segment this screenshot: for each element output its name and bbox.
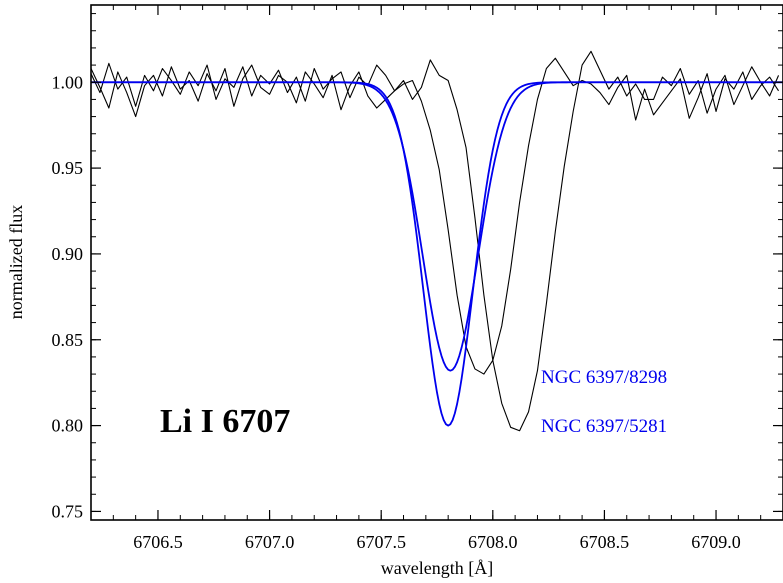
x-axis-title: wavelength [Å] (381, 558, 493, 578)
observed-spectrum-2 (91, 57, 780, 375)
x-tick-label: 6708.0 (468, 532, 518, 552)
y-tick-label: 0.95 (52, 158, 84, 178)
x-tick-label: 6706.5 (133, 532, 183, 552)
model-spectrum-4 (91, 81, 783, 372)
model-spectrum-3 (91, 81, 783, 427)
x-tick-label: 6709.0 (691, 532, 741, 552)
x-tick-label: 6707.0 (245, 532, 295, 552)
y-axis-title: normalized flux (6, 205, 26, 319)
plot-area (91, 50, 783, 432)
y-tick-label: 0.80 (52, 416, 84, 436)
y-tick-label: 0.90 (52, 244, 84, 264)
x-tick-label: 6708.5 (580, 532, 630, 552)
y-axis-ticks: 0.75 0.80 0.85 0.90 0.95 1.00 (52, 13, 783, 521)
x-axis-ticks: 6706.5 6707.0 6707.5 6708.0 6708.5 6709.0 (90, 5, 783, 552)
observed-spectrum-1 (91, 50, 780, 432)
legend-label-star-b: NGC 6397/5281 (541, 416, 667, 437)
legend-label-star-a: NGC 6397/8298 (541, 367, 667, 388)
y-tick-label: 0.85 (52, 330, 84, 350)
x-tick-label: 6707.5 (356, 532, 406, 552)
y-tick-label: 1.00 (52, 72, 84, 92)
observed-spectra (91, 50, 780, 432)
model-spectra (91, 81, 783, 427)
y-tick-label: 0.75 (52, 501, 84, 521)
plot-frame (90, 4, 783, 521)
line-label: Li I 6707 (160, 403, 290, 440)
